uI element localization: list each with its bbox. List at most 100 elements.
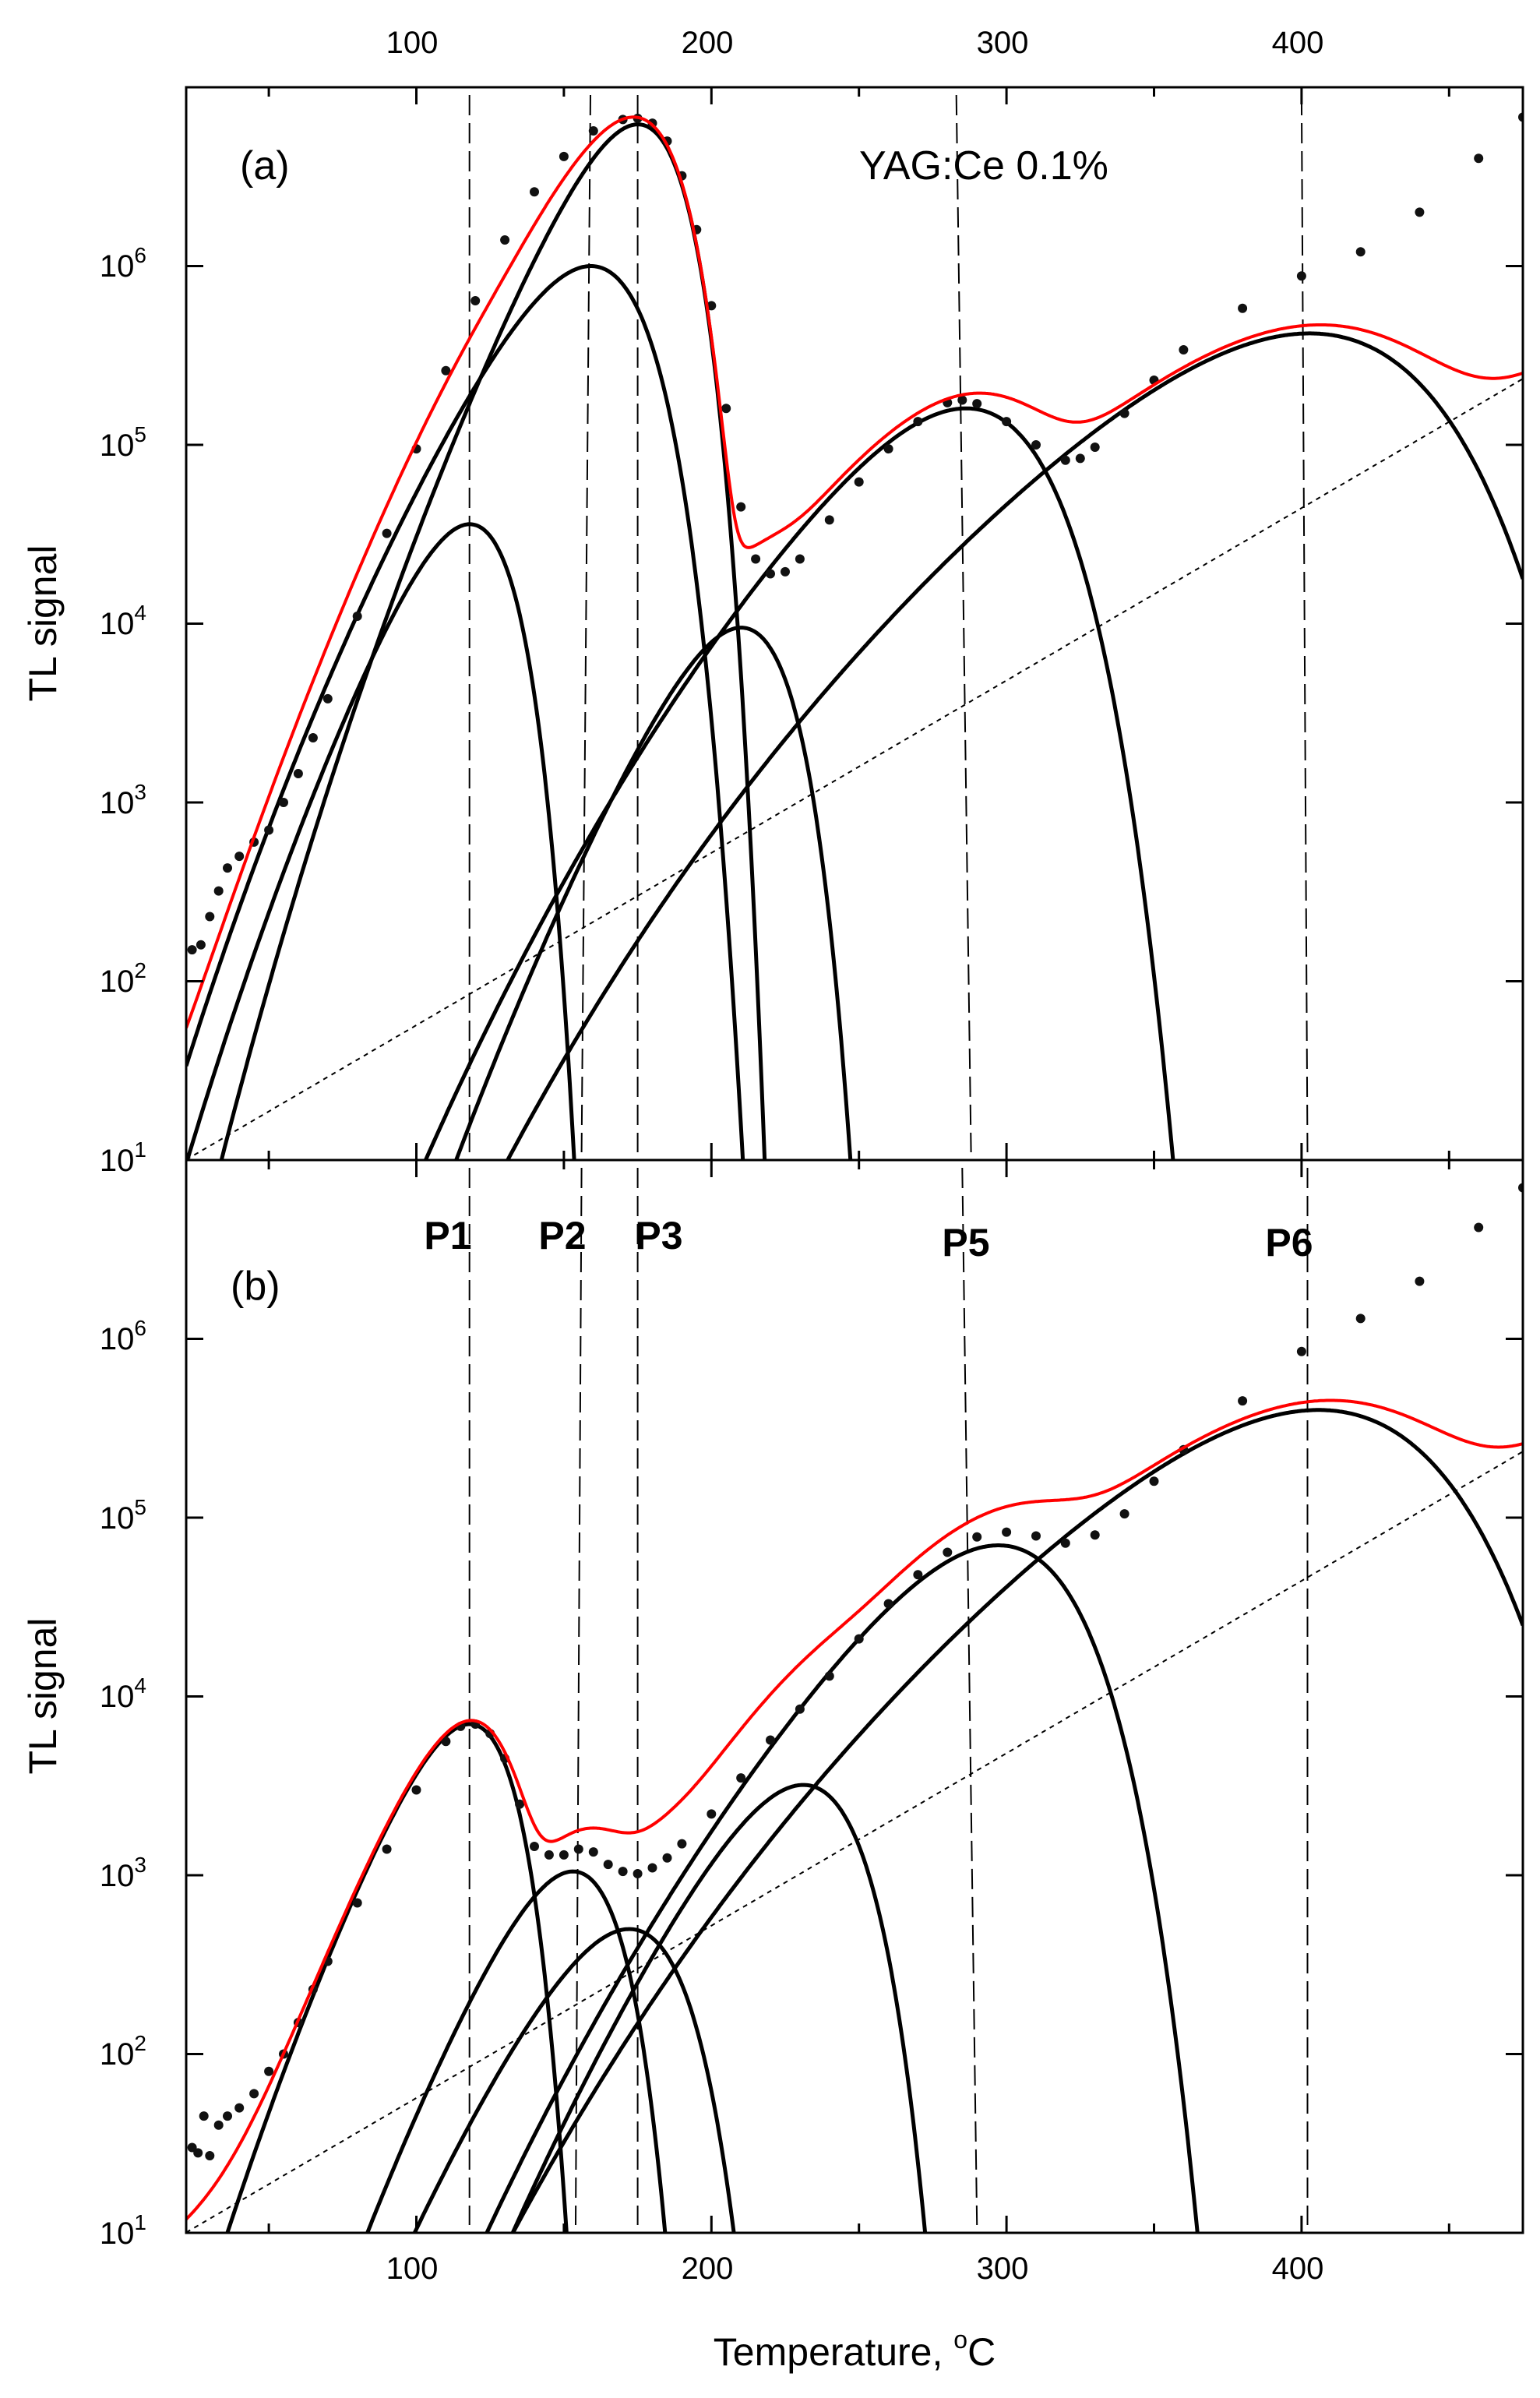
y-tick-label: 105 — [100, 1495, 146, 1536]
y-tick-label: 101 — [100, 1137, 146, 1178]
data-point — [855, 1635, 864, 1644]
data-point — [663, 1853, 672, 1863]
component-p2 — [186, 266, 1523, 1268]
bottom-x-tick-label: 300 — [977, 2252, 1029, 2286]
panel-label-a: (a) — [240, 143, 290, 189]
fit-curve — [186, 117, 1523, 1028]
data-point — [972, 399, 981, 408]
data-point — [323, 694, 333, 704]
y-tick-label: 105 — [100, 422, 146, 463]
top-x-tick-label: 300 — [977, 26, 1029, 60]
peak-guide-line — [962, 1168, 977, 2225]
peak-guide-line — [1302, 95, 1308, 1152]
data-point — [766, 570, 775, 579]
bottom-x-tick-label: 400 — [1272, 2252, 1324, 2286]
y-tick-label: 103 — [100, 1853, 146, 1893]
component-p6 — [186, 1410, 1523, 2340]
data-point — [1061, 1539, 1070, 1548]
data-point — [884, 444, 893, 453]
y-tick-label: 102 — [100, 958, 146, 999]
top-x-tick-labels: 100 200 300 400 — [386, 26, 1324, 60]
data-point — [249, 2089, 259, 2098]
peak-guide-line — [582, 95, 590, 1152]
data-point — [294, 769, 303, 778]
data-point — [1474, 1223, 1483, 1233]
data-point — [1031, 440, 1041, 450]
data-point — [884, 1599, 893, 1609]
data-point — [264, 2067, 273, 2076]
panel-b-frame — [186, 1160, 1523, 2233]
data-point — [559, 1850, 569, 1860]
data-point — [604, 1860, 613, 1869]
tl-glow-curve-figure: 100 200 300 400 100 200 300 400 101 102 … — [0, 0, 1540, 2398]
data-point — [1356, 247, 1366, 256]
data-point — [721, 404, 731, 413]
data-point — [382, 1845, 392, 1854]
data-point — [214, 887, 224, 896]
component-p5 — [186, 1546, 1523, 2340]
y-tick-label: 104 — [100, 1673, 146, 1714]
y-tick-label: 106 — [100, 243, 146, 284]
top-x-tick-label: 400 — [1272, 26, 1324, 60]
data-point — [353, 1899, 362, 1908]
y-axis-title-b: TL signal — [21, 1617, 65, 1774]
data-point — [1091, 443, 1100, 452]
data-point — [382, 529, 392, 538]
top-x-tick-label: 100 — [386, 26, 439, 60]
y-tick-labels-b: 101 102 103 104 105 106 — [100, 1316, 146, 2251]
data-point — [1150, 1476, 1159, 1486]
peak-label-p3: P3 — [635, 1214, 682, 1257]
background-curve — [186, 1451, 1523, 2232]
data-point — [1474, 153, 1483, 163]
data-point — [781, 567, 790, 577]
component-p3 — [186, 125, 1523, 1268]
data-point — [1415, 207, 1424, 217]
peak-label-p6: P6 — [1265, 1221, 1313, 1264]
data-point — [1179, 345, 1188, 354]
data-point — [308, 733, 318, 742]
data-point — [589, 126, 598, 136]
component-p1 — [186, 524, 1523, 1268]
bottom-x-tick-labels: 100 200 300 400 — [386, 2252, 1324, 2286]
data-point — [825, 515, 834, 524]
y-tick-label: 104 — [100, 601, 146, 641]
data-point — [1356, 1314, 1366, 1323]
y-tick-label: 106 — [100, 1316, 146, 1356]
fit-curve — [186, 1401, 1523, 2220]
data-point — [1238, 304, 1247, 313]
peak-guide-line — [957, 95, 971, 1152]
bottom-x-tick-label: 100 — [386, 2252, 439, 2286]
data-point — [193, 2148, 203, 2157]
data-point — [677, 1839, 686, 1849]
data-point — [736, 1773, 745, 1783]
y-tick-labels-a: 101 102 103 104 105 106 — [100, 243, 146, 1178]
data-point — [707, 1809, 716, 1818]
component-p4 — [186, 628, 1523, 1268]
data-point — [574, 1845, 583, 1854]
panel-label-b: (b) — [231, 1264, 280, 1309]
data-point — [1297, 271, 1306, 280]
data-point — [205, 2151, 214, 2160]
data-point — [234, 852, 244, 861]
data-point — [751, 555, 760, 564]
data-point — [913, 417, 922, 426]
data-point — [1002, 1528, 1011, 1537]
data-point — [279, 798, 288, 807]
data-point — [943, 1548, 952, 1557]
y-tick-label: 103 — [100, 780, 146, 820]
data-point — [1091, 1530, 1100, 1539]
data-point — [188, 945, 197, 954]
y-tick-label: 102 — [100, 2031, 146, 2072]
data-point — [1120, 409, 1129, 418]
data-point — [648, 1864, 657, 1873]
data-point — [795, 1705, 805, 1714]
data-point — [736, 503, 745, 512]
data-point — [214, 2121, 224, 2130]
y-tick-label: 101 — [100, 2210, 146, 2251]
sample-annotation: YAG:Ce 0.1% — [859, 143, 1108, 189]
background-curve — [186, 379, 1523, 1159]
panel-b-plot — [186, 1168, 1528, 2340]
data-point — [223, 2111, 232, 2121]
data-point — [223, 863, 232, 873]
y-axis-title-a: TL signal — [21, 545, 65, 701]
